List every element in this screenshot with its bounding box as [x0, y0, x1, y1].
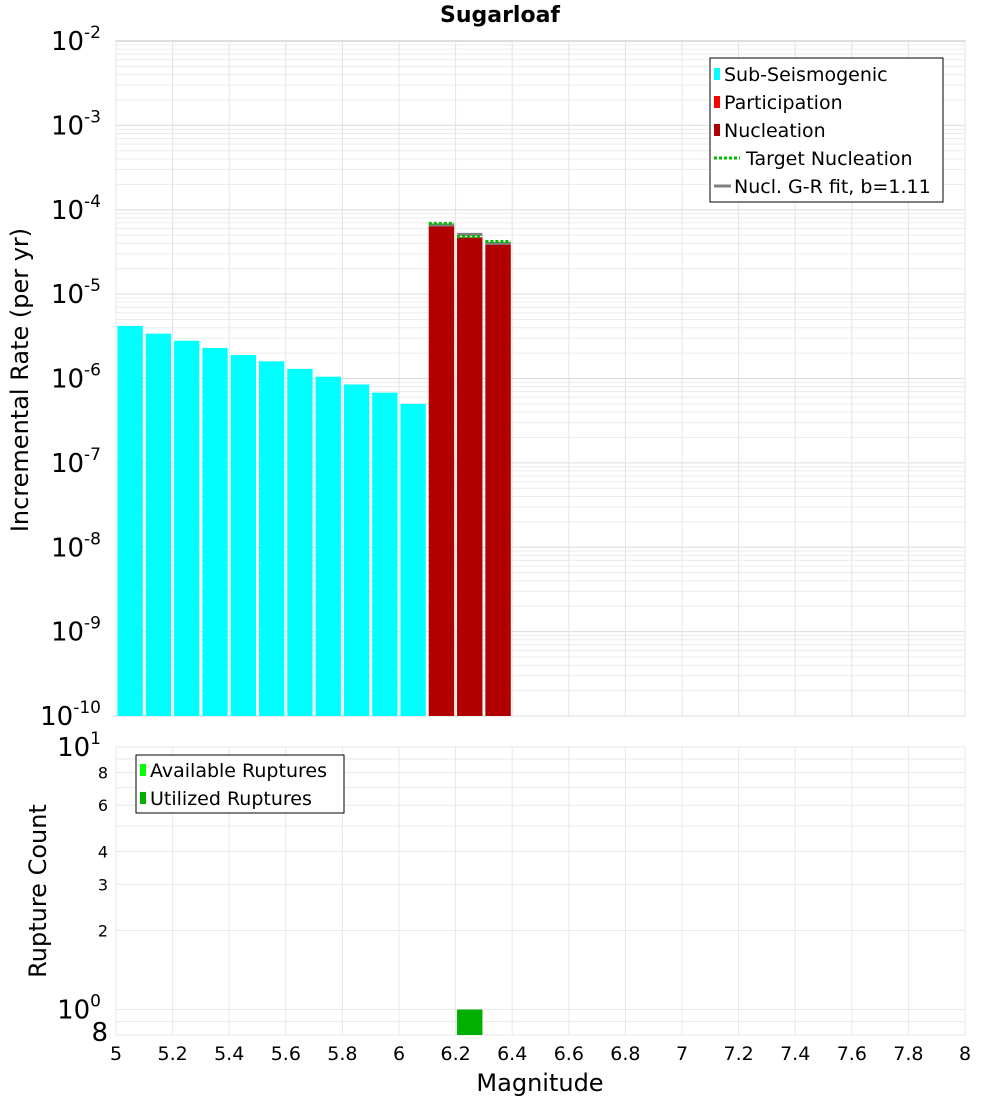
magnitude-tick-label: 6.8 — [610, 1043, 640, 1065]
count-y-major-tick-label: 100 — [57, 992, 101, 1026]
magnitude-tick-label: 7.2 — [723, 1043, 753, 1065]
count-y-minor-tick-label: 2 — [98, 922, 108, 941]
utilized-ruptures-bar — [457, 1009, 483, 1035]
legend-swatch — [714, 124, 720, 136]
legend-entry: Nucl. G-R fit, b=1.11 — [734, 176, 931, 198]
rate-y-tick-label: 10-9 — [51, 614, 101, 648]
count-legend: Available Ruptures Utilized Ruptures — [135, 754, 345, 814]
count-y-major-tick-label: 101 — [57, 729, 101, 763]
sub-seismogenic-bar — [202, 347, 228, 716]
magnitude-tick-label: 6.6 — [554, 1043, 584, 1065]
rate-y-tick-label: 10-3 — [51, 107, 101, 141]
sub-seismogenic-bar — [174, 340, 200, 716]
magnitude-tick-label: 8 — [959, 1043, 971, 1065]
rate-y-tick-labels: 10-2 10-3 10-4 10-5 10-6 10-7 10-8 10-9 10-10 — [40, 23, 101, 732]
legend-entry: Nucleation — [724, 120, 826, 142]
count-y-minor-tick-label: 4 — [98, 842, 108, 861]
count-y-axis-label: Rupture Count — [24, 804, 52, 978]
legend-swatch — [140, 792, 146, 804]
magnitude-tick-label: 6 — [393, 1043, 405, 1065]
rate-legend-box — [709, 57, 944, 203]
magnitude-tick-label: 7.8 — [893, 1043, 923, 1065]
magnitude-tick-label: 6.4 — [497, 1043, 527, 1065]
magnitude-tick-label: 5.6 — [271, 1043, 301, 1065]
rate-lines — [428, 221, 511, 245]
rate-y-tick-label: 10-7 — [51, 445, 101, 479]
rate-y-tick-label: 10-8 — [51, 529, 101, 563]
legend-entry: Target Nucleation — [745, 148, 913, 170]
rate-panel: 10-2 10-3 10-4 10-5 10-6 10-7 10-8 10-9 10-10 Su… — [6, 3, 966, 732]
count-gridlines — [115, 746, 966, 1036]
rate-y-tick-label: 10-6 — [51, 361, 101, 395]
count-legend-box — [135, 754, 345, 814]
count-y-minor-tick-label: 3 — [98, 875, 108, 894]
magnitude-tick-label: 7 — [676, 1043, 688, 1065]
count-bars — [457, 1009, 483, 1035]
sub-seismogenic-bar — [343, 384, 370, 716]
sub-seismogenic-bar — [372, 392, 398, 716]
legend-swatch — [714, 96, 720, 108]
nucleation-bar — [485, 243, 511, 717]
magnitude-tick-label: 5 — [110, 1043, 122, 1065]
rate-y-tick-label: 10-4 — [51, 192, 101, 226]
sub-seismogenic-bar — [287, 368, 313, 716]
sub-seismogenic-bar — [117, 325, 143, 716]
magnitude-axis-label: Magnitude — [476, 1069, 603, 1097]
legend-swatch — [140, 764, 146, 776]
chart-title: Sugarloaf — [440, 3, 560, 28]
count-y-minor-tick-label: 8 — [91, 1018, 108, 1048]
rate-y-tick-label: 10-5 — [51, 276, 101, 310]
rate-bars — [117, 224, 511, 717]
sub-seismogenic-bar — [259, 361, 285, 716]
magnitude-tick-labels: 5 5.2 5.4 5.6 5.8 6 6.2 6.4 6.6 6.8 7 7.2 7.4 7.6 7.8 8 — [110, 1043, 971, 1065]
magnitude-tick-label: 5.8 — [327, 1043, 357, 1065]
sub-seismogenic-bar — [315, 376, 341, 716]
count-y-minor-tick-label: 8 — [98, 763, 108, 782]
legend-entry: Participation — [724, 92, 843, 114]
nucleation-bar — [457, 237, 483, 716]
rate-y-tick-label: 10-2 — [51, 23, 101, 57]
legend-entry: Utilized Ruptures — [150, 788, 312, 810]
legend-entry: Available Ruptures — [150, 760, 327, 782]
rate-legend: Sub-Seismogenic Participation Nucleation Ta… — [709, 57, 944, 203]
legend-swatch — [714, 68, 720, 80]
magnitude-tick-label: 6.2 — [440, 1043, 470, 1065]
sub-seismogenic-bar — [230, 354, 256, 716]
magnitude-tick-label: 5.2 — [157, 1043, 187, 1065]
sub-seismogenic-bar — [145, 333, 172, 716]
rate-y-tick-label: 10-10 — [40, 698, 101, 732]
count-y-minor-tick-label: 6 — [98, 796, 108, 815]
magnitude-tick-label: 7.4 — [780, 1043, 810, 1065]
rate-y-axis-label: Incremental Rate (per yr) — [6, 228, 34, 532]
nucleation-bar — [428, 224, 455, 716]
magnitude-tick-label: 7.6 — [837, 1043, 867, 1065]
legend-entry: Sub-Seismogenic — [724, 64, 888, 86]
magnitude-tick-label: 5.4 — [214, 1043, 244, 1065]
sub-seismogenic-bar — [400, 403, 426, 716]
